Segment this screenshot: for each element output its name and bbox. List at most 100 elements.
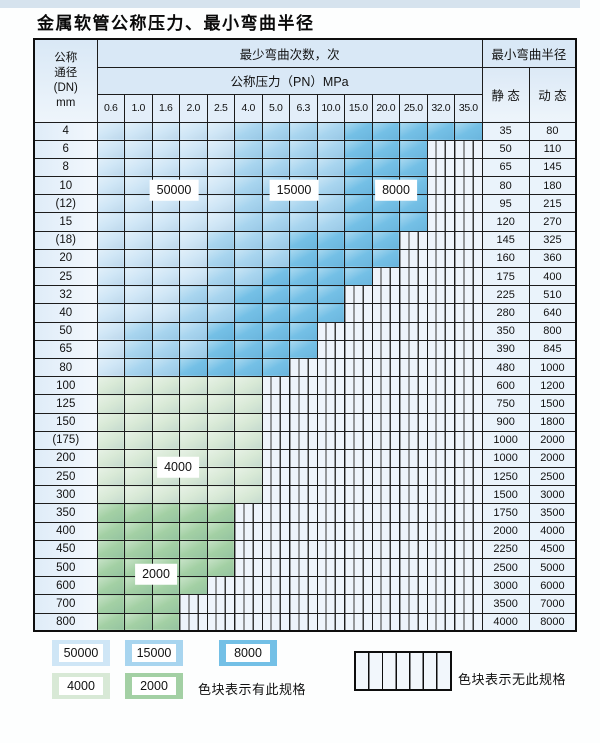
cell-cycles-15000: [151, 357, 180, 378]
dn-label: 350: [33, 503, 98, 523]
cell-cycles-4000: [124, 430, 153, 450]
cell-no-spec: [261, 594, 290, 614]
cell-cycles-50000: [96, 339, 125, 359]
cell-no-spec: [344, 339, 373, 359]
cell-cycles-4000: [96, 394, 125, 414]
cell-cycles-50000: [124, 194, 153, 214]
dn-label: 700: [33, 594, 98, 614]
cell-no-spec: [316, 594, 345, 614]
cell-no-spec: [399, 612, 428, 632]
cell-cycles-50000: [206, 212, 235, 232]
cell-cycles-4000: [179, 485, 208, 505]
cell-cycles-8000: [261, 285, 290, 305]
static-radius-value: 900: [481, 412, 530, 432]
dynamic-radius-value: 1800: [528, 412, 577, 432]
cell-no-spec: [399, 266, 428, 287]
legend-swatch-label: 50000: [59, 644, 103, 662]
cell-cycles-50000: [124, 157, 153, 178]
static-radius-value: 2250: [481, 539, 530, 560]
cell-cycles-15000: [316, 176, 345, 196]
cell-no-spec: [371, 521, 400, 541]
spec-table: 公称 通径 (DN) mm 最少弯曲次数，次 最小弯曲半径 公称压力（PN）MP…: [33, 38, 578, 633]
cell-no-spec: [289, 448, 318, 469]
cell-no-spec: [399, 576, 428, 596]
legend-swatch-8000: 8000: [219, 640, 277, 666]
cell-no-spec: [234, 521, 263, 541]
dynamic-header: 动 态: [528, 66, 577, 123]
dn-label: (18): [33, 230, 98, 250]
table-row: 125 750 1500: [33, 394, 577, 414]
cell-cycles-2000: [96, 539, 125, 560]
dynamic-radius-value: 800: [528, 321, 577, 341]
cell-no-spec: [426, 285, 455, 305]
cell-no-spec: [289, 376, 318, 396]
pressure-tick: 2.5: [206, 93, 235, 123]
cell-cycles-50000: [179, 194, 208, 214]
cell-no-spec: [454, 248, 483, 269]
static-radius-value: 1500: [481, 485, 530, 505]
cell-cycles-8000: [371, 248, 400, 269]
cell-no-spec: [399, 557, 428, 578]
cell-cycles-2000: [124, 594, 153, 614]
cell-no-spec: [399, 521, 428, 541]
dynamic-radius-value: 2500: [528, 467, 577, 487]
cell-cycles-8000: [316, 230, 345, 250]
cell-no-spec: [371, 485, 400, 505]
cell-cycles-50000: [206, 121, 235, 141]
cell-no-spec: [179, 594, 208, 614]
cell-no-spec: [454, 266, 483, 287]
cell-cycles-2000: [124, 521, 153, 541]
cell-no-spec: [454, 285, 483, 305]
static-radius-value: 1250: [481, 467, 530, 487]
table-row: 15 120 270: [33, 212, 577, 232]
cell-no-spec: [206, 612, 235, 632]
cell-no-spec: [316, 485, 345, 505]
static-radius-value: 1000: [481, 448, 530, 469]
cell-no-spec: [371, 321, 400, 341]
cell-cycles-2000: [179, 557, 208, 578]
static-radius-value: 3000: [481, 576, 530, 596]
table-row: 100 600 1200: [33, 376, 577, 396]
dynamic-radius-value: 510: [528, 285, 577, 305]
cell-no-spec: [179, 612, 208, 632]
pressure-tick: 2.0: [179, 93, 208, 123]
cell-no-spec: [371, 576, 400, 596]
cell-cycles-8000: [179, 357, 208, 378]
cell-cycles-8000: [234, 321, 263, 341]
pressure-tick: 25.0: [399, 93, 428, 123]
cell-cycles-2000: [151, 503, 180, 523]
cell-cycles-50000: [151, 266, 180, 287]
pressure-tick: 15.0: [344, 93, 373, 123]
cell-cycles-4000: [124, 467, 153, 487]
cell-no-spec: [206, 576, 235, 596]
cell-no-spec: [344, 612, 373, 632]
table-row: 20 160 360: [33, 248, 577, 269]
cell-no-spec: [344, 503, 373, 523]
table-row: 500 2500 5000: [33, 557, 577, 578]
cell-no-spec: [399, 412, 428, 432]
pressure-tick: 5.0: [261, 93, 290, 123]
table-row: 250 1250 2500: [33, 467, 577, 487]
cell-cycles-8000: [344, 139, 373, 159]
cell-cycles-2000: [206, 539, 235, 560]
cell-cycles-4000: [96, 485, 125, 505]
cell-no-spec: [426, 521, 455, 541]
cell-no-spec: [399, 321, 428, 341]
cell-no-spec: [344, 467, 373, 487]
cell-no-spec: [316, 412, 345, 432]
dynamic-radius-value: 640: [528, 303, 577, 323]
dynamic-radius-value: 7000: [528, 594, 577, 614]
cell-no-spec: [426, 266, 455, 287]
cell-cycles-4000: [234, 412, 263, 432]
static-radius-value: 390: [481, 339, 530, 359]
cell-no-spec: [454, 521, 483, 541]
cell-cycles-2000: [206, 521, 235, 541]
dn-label: (175): [33, 430, 98, 450]
cell-no-spec: [371, 594, 400, 614]
static-radius-value: 145: [481, 230, 530, 250]
static-radius-value: 95: [481, 194, 530, 214]
cell-no-spec: [454, 448, 483, 469]
cell-no-spec: [454, 357, 483, 378]
cell-no-spec: [344, 576, 373, 596]
